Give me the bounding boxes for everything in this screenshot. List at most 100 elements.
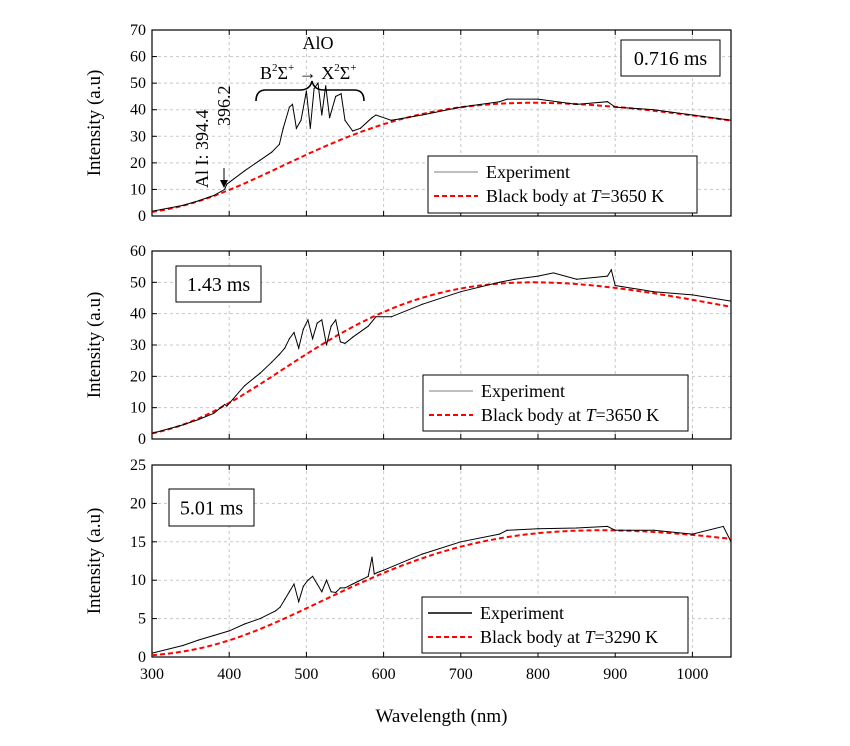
plot-frame — [151, 29, 732, 217]
experiment-point — [460, 291, 462, 293]
legend-blackbody-prefix: Black body at — [481, 405, 585, 425]
experiment-point — [371, 556, 373, 558]
transition-lower-sup: 2 — [334, 62, 340, 74]
legend-blackbody-var: T — [585, 405, 597, 425]
y-tick-label: 50 — [130, 75, 146, 92]
legend-experiment-label: Experiment — [480, 603, 564, 623]
experiment-point — [614, 529, 616, 531]
experiment-point — [293, 583, 295, 585]
x-tick-label: 1000 — [676, 666, 708, 683]
experiment-point — [325, 579, 328, 581]
experiment-point — [278, 143, 280, 145]
y-tick-label: 10 — [130, 181, 146, 198]
experiment-point — [152, 432, 153, 434]
panel-label: 5.01 ms — [180, 498, 244, 520]
experiment-point — [152, 652, 153, 654]
experiment-point — [614, 284, 616, 287]
y-tick-label: 30 — [130, 128, 146, 145]
experiment-point — [197, 200, 199, 202]
transition-upper-sym: Σ — [278, 63, 288, 83]
experiment-point — [460, 106, 462, 108]
experiment-point — [730, 119, 731, 121]
experiment-point — [576, 527, 578, 529]
experiment-point — [182, 204, 184, 206]
experiment-point — [344, 342, 346, 345]
experiment-point — [182, 644, 184, 647]
experiment-point — [352, 130, 354, 132]
y-tick-label: 0 — [138, 431, 146, 448]
experiment-point — [421, 114, 423, 116]
annotation-line-label: Al I: 394.4 — [192, 110, 212, 189]
experiment-point — [302, 328, 304, 330]
panel-label-box — [175, 265, 262, 303]
annotation-brace — [255, 80, 365, 102]
experiment-point — [390, 119, 392, 121]
panel-3: 0 5 10 15 20 25 300 400 500 600 700 800 900 1000 Inten… — [84, 457, 732, 727]
experiment-point — [367, 325, 369, 327]
y-tick-label: 60 — [130, 243, 146, 260]
experiment-point — [367, 575, 369, 577]
experiment-point — [298, 347, 300, 349]
experiment-point — [244, 623, 246, 625]
experiment-point — [352, 583, 354, 585]
experiment-point — [606, 101, 609, 103]
experiment-point — [610, 269, 612, 271]
legend-blackbody-suffix: =3650 K — [596, 405, 660, 425]
experiment-point — [722, 525, 724, 528]
panel-label: 0.716 ms — [634, 48, 708, 70]
transition-arrow: → — [294, 63, 321, 83]
x-tick-label: 600 — [372, 666, 396, 683]
transition-upper-charge: + — [288, 62, 294, 74]
legend-box — [422, 374, 689, 432]
experiment-point — [244, 170, 246, 172]
experiment-point — [325, 344, 328, 346]
y-tick-label: 60 — [130, 49, 146, 66]
experiment-point — [228, 630, 230, 632]
experiment-point — [293, 331, 295, 334]
experiment-point — [271, 361, 273, 363]
experiment-point — [344, 587, 346, 589]
experiment-point — [691, 294, 694, 296]
experiment-point — [282, 127, 284, 129]
experiment-point — [288, 106, 291, 108]
y-tick-label: 50 — [130, 274, 146, 291]
x-tick-label: 400 — [217, 666, 241, 683]
experiment-point — [375, 114, 377, 116]
experiment-point — [460, 541, 462, 543]
y-axis-title: Intensity (a.u) — [84, 70, 105, 177]
experiment-point — [274, 610, 277, 612]
y-tick-label: 40 — [130, 102, 146, 119]
experiment-point — [317, 82, 319, 84]
y-axis-title: Intensity (a.u) — [84, 508, 105, 615]
experiment-point — [537, 275, 539, 277]
legend-blackbody-suffix: =3650 K — [601, 186, 665, 206]
experiment-point — [730, 541, 731, 543]
legend-experiment-label: Experiment — [481, 381, 565, 401]
y-tick-label: 15 — [130, 534, 146, 551]
experiment-point — [653, 529, 655, 531]
legend-blackbody-prefix: Black body at — [486, 186, 590, 206]
experiment-point — [383, 569, 385, 571]
experiment-point — [606, 525, 609, 528]
series-blackbody-line — [152, 101, 731, 213]
experiment-point — [506, 98, 508, 100]
experiment-point — [321, 319, 323, 321]
experiment-point — [344, 119, 346, 121]
plot-frame — [151, 464, 732, 658]
experiment-point — [284, 598, 286, 601]
experiment-point — [691, 533, 694, 535]
experiment-point — [359, 127, 362, 129]
experiment-point — [506, 529, 508, 531]
legend-blackbody-prefix: Black body at — [480, 627, 584, 647]
y-tick-label: 30 — [130, 337, 146, 354]
annotation-arrow-head — [220, 180, 228, 188]
panel-label-box — [620, 39, 721, 77]
y-tick-label: 25 — [130, 457, 146, 474]
experiment-point — [335, 591, 337, 594]
legend-blackbody-label: Black body at T=3650 K — [481, 405, 659, 425]
experiment-point — [259, 159, 261, 161]
experiment-point — [223, 188, 226, 191]
experiment-point — [373, 573, 375, 575]
experiment-point — [302, 585, 304, 587]
